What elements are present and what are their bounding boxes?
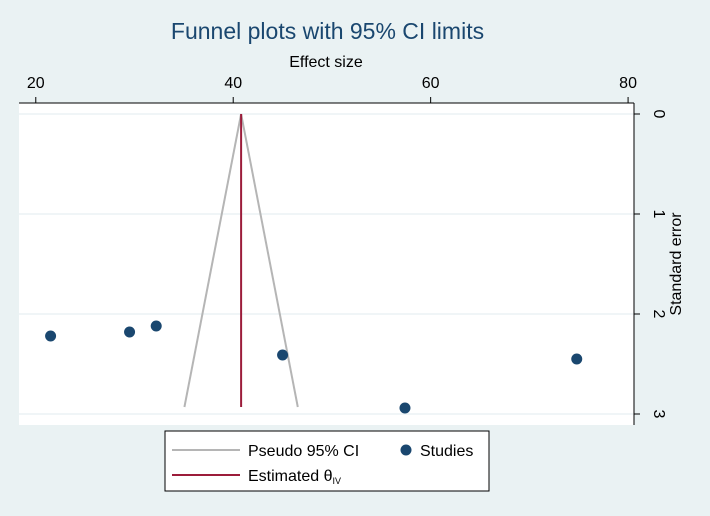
- legend-box: [164, 430, 490, 492]
- legend-estimate-subscript: IV: [332, 476, 341, 486]
- axes: 20 40 60 80 0 1 2 3: [19, 75, 667, 425]
- y-tick-label-0: 0: [650, 110, 667, 119]
- study-points: [45, 320, 583, 414]
- study-point-1: [45, 330, 57, 342]
- y-axis-label: Standard error: [668, 212, 685, 316]
- legend-estimate-text: Estimated θ: [248, 468, 333, 485]
- legend-studies-swatch: [400, 444, 412, 456]
- ci-line-left: [183, 113, 243, 408]
- legend-estimate-label: Estimated θIV: [248, 468, 341, 486]
- plot-area: [19, 103, 634, 425]
- grid-lines: [19, 113, 634, 415]
- study-point-4: [277, 349, 289, 361]
- legend-ci-label: Pseudo 95% CI: [248, 443, 359, 460]
- x-tick-label-20: 20: [27, 75, 45, 92]
- study-point-6: [571, 353, 583, 365]
- x-tick-label-80: 80: [619, 75, 637, 92]
- ci-line-right: [240, 113, 299, 408]
- x-tick-label-40: 40: [224, 75, 242, 92]
- y-tick-label-3: 3: [650, 410, 667, 419]
- x-tick-label-60: 60: [422, 75, 440, 92]
- study-point-5: [399, 402, 411, 414]
- legend-studies-label: Studies: [420, 443, 473, 460]
- y-tick-label-2: 2: [650, 310, 667, 319]
- x-axis-label: Effect size: [289, 54, 363, 71]
- funnel-lines: [183, 113, 299, 408]
- study-point-3: [150, 320, 162, 332]
- chart-title: Funnel plots with 95% CI limits: [170, 18, 485, 44]
- study-point-2: [124, 326, 136, 338]
- legend: Pseudo 95% CI Studies Estimated θIV: [164, 430, 490, 492]
- y-tick-label-1: 1: [650, 210, 667, 219]
